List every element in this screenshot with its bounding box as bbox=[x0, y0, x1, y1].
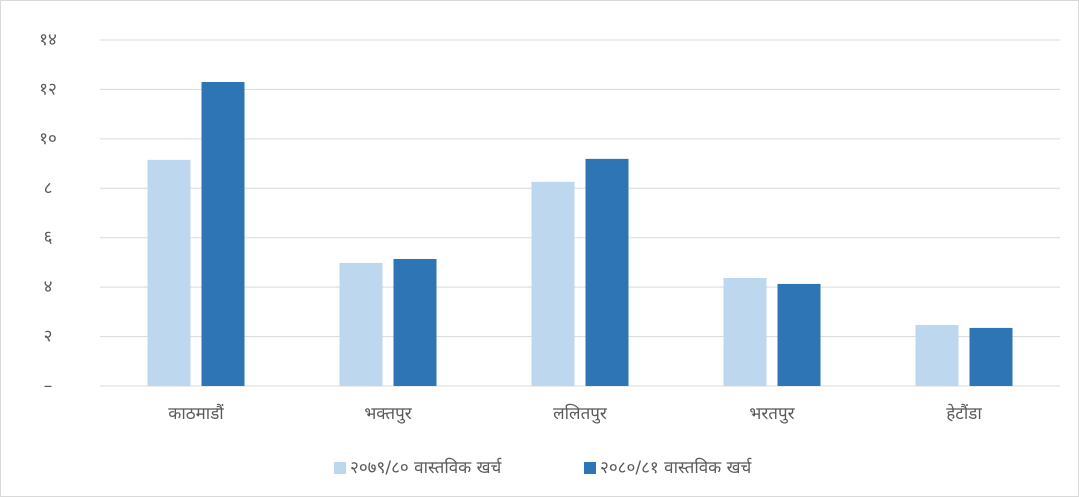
y-tick-label: १० bbox=[39, 129, 57, 149]
bar bbox=[531, 181, 575, 386]
legend-swatch bbox=[334, 462, 346, 474]
bar bbox=[915, 324, 959, 386]
bar bbox=[585, 158, 629, 386]
x-tick-label: ललितपुर bbox=[553, 403, 608, 424]
x-tick-label: हेटौंडा bbox=[946, 403, 982, 424]
x-tick-label: भरतपुर bbox=[749, 404, 795, 424]
bar bbox=[339, 262, 383, 386]
x-tick-label: काठमाडौं bbox=[168, 403, 224, 424]
y-tick-label: १४ bbox=[39, 30, 57, 50]
y-tick-label: १२ bbox=[39, 79, 57, 99]
y-tick-label: ४ bbox=[44, 277, 53, 297]
legend-label: २०७९/८० वास्तविक खर्च bbox=[350, 457, 503, 478]
y-tick-label: ८ bbox=[44, 178, 53, 198]
y-tick-label: ६ bbox=[44, 228, 53, 248]
bar bbox=[147, 159, 191, 386]
legend-swatch bbox=[584, 462, 596, 474]
y-tick-label: २ bbox=[44, 327, 53, 347]
bar bbox=[969, 327, 1013, 386]
bar bbox=[723, 277, 767, 386]
legend-label: २०८०/८१ वास्तविक खर्च bbox=[600, 457, 753, 478]
bar bbox=[201, 82, 245, 386]
bar bbox=[777, 283, 821, 386]
y-tick-label: – bbox=[44, 376, 53, 396]
bar bbox=[393, 258, 437, 386]
x-tick-label: भक्तपुर bbox=[364, 404, 412, 424]
